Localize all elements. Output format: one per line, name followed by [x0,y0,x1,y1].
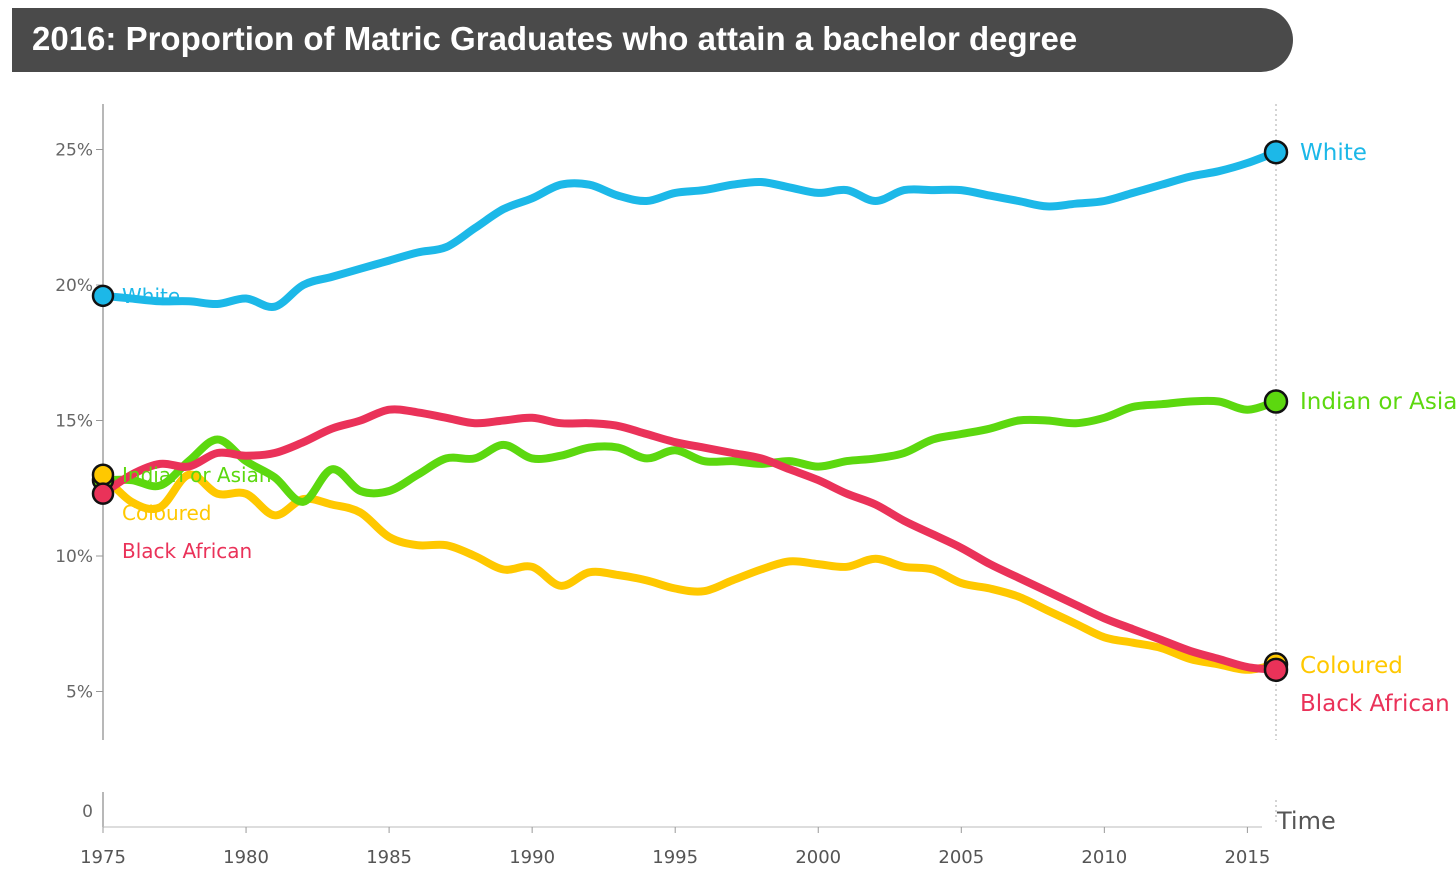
series-line-indian-or-asian [99,396,1280,506]
x-tick-label: 1980 [223,847,269,868]
y-tick-label: 5% [66,683,93,703]
y-tick-label: 25% [55,141,93,161]
series-labels: White White Indian or Asian Indian or Asian… [122,140,1456,717]
start-marker-white [91,284,115,308]
series-line-black-african [99,405,1280,674]
end-label-coloured: Coloured [1300,653,1403,679]
series-line-white [99,148,1280,311]
y-axis-ticks: 0 5% 10% 15% 20% 25% [55,141,103,822]
x-axis-title: Time [1276,807,1336,835]
start-label-white: White [122,284,180,308]
title-bar: 2016: Proportion of Matric Graduates who… [12,8,1293,72]
series-markers [91,139,1289,683]
end-label-black-african: Black African [1300,691,1450,717]
series-line-coloured [99,470,1280,674]
x-tick-label: 1985 [366,847,412,868]
end-label-white: White [1300,140,1367,166]
x-tick-label: 1990 [509,847,555,868]
end-marker-indian-or-asian [1263,389,1289,414]
y-tick-label: 20% [55,276,93,296]
x-tick-label: 1975 [80,847,126,868]
end-marker-black-african [1263,657,1289,683]
end-label-indian-or-asian: Indian or Asian [1300,389,1456,415]
series-lines [99,148,1280,674]
x-tick-label: 2005 [938,847,984,868]
x-axis-ticks: 1975 1980 1985 1990 1995 2000 2005 2010 2015 [80,827,1270,868]
x-tick-label: 2000 [795,847,841,868]
x-tick-label: 2015 [1224,847,1270,868]
axes [102,104,1277,828]
x-tick-label: 2010 [1081,847,1127,868]
chart-title: 2016: Proportion of Matric Graduates who… [32,20,1078,57]
start-marker-coloured [91,463,115,486]
start-label-coloured: Coloured [122,501,211,525]
start-label-black-african: Black African [122,539,252,563]
x-tick-label: 1995 [652,847,698,868]
end-marker-white [1263,139,1289,165]
start-label-indian-or-asian: Indian or Asian [122,463,272,487]
start-marker-black-african [91,482,115,505]
y-tick-label: 0 [82,802,93,822]
y-tick-label: 15% [55,412,93,432]
y-tick-label: 10% [55,547,93,567]
